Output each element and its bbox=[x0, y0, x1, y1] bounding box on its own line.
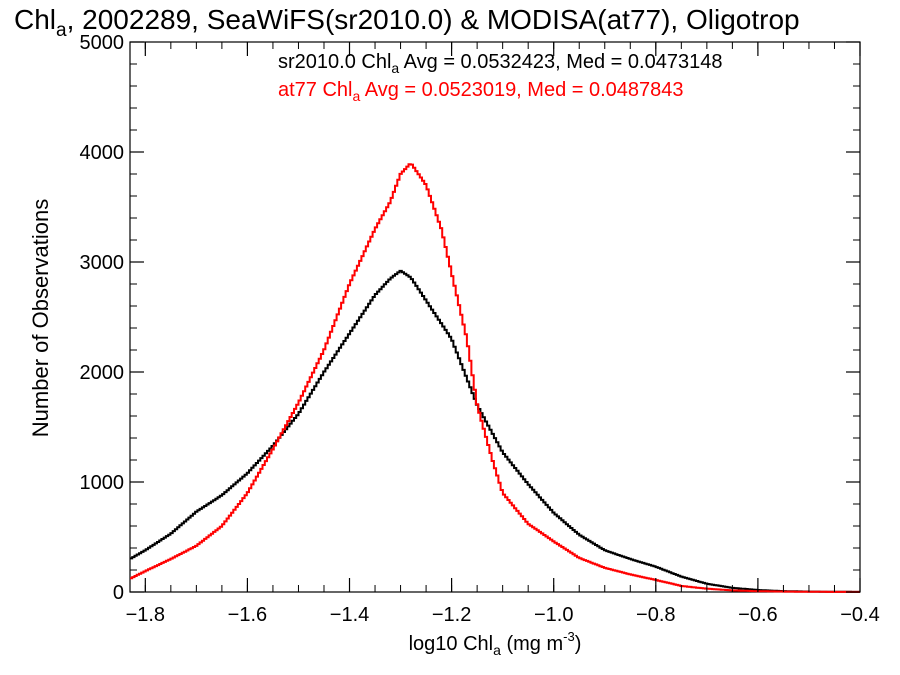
y-tick-label: 2000 bbox=[80, 362, 125, 384]
x-tick-label: −0.4 bbox=[840, 604, 879, 626]
x-axis-label: log10 Chla (mg m-3) bbox=[409, 629, 582, 658]
y-tick-label: 0 bbox=[113, 582, 124, 604]
y-tick-label: 3000 bbox=[80, 252, 125, 274]
plot-area bbox=[129, 41, 861, 593]
x-tick-label: −1.0 bbox=[534, 604, 573, 626]
series-line-sr2010-0 bbox=[130, 269, 860, 593]
series-line-at77 bbox=[130, 163, 860, 593]
plot-frame bbox=[129, 41, 861, 593]
x-tick-label: −1.8 bbox=[126, 604, 165, 626]
y-tick-label: 5000 bbox=[80, 32, 125, 54]
x-tick-label: −0.6 bbox=[738, 604, 777, 626]
x-tick-label: −1.2 bbox=[432, 604, 471, 626]
chart-title: Chla, 2002289, SeaWiFS(sr2010.0) & MODIS… bbox=[14, 4, 800, 41]
series-lines bbox=[130, 163, 860, 593]
x-tick-label: −1.6 bbox=[228, 604, 267, 626]
x-tick-label: −1.4 bbox=[330, 604, 369, 626]
x-tick-label: −0.8 bbox=[636, 604, 675, 626]
legend-series-sr2010: sr2010.0 Chla Avg = 0.0532423, Med = 0.0… bbox=[278, 51, 722, 76]
y-tick-label: 4000 bbox=[80, 142, 125, 164]
y-axis-label: Number of Observations bbox=[28, 199, 53, 437]
axes: −1.8 −1.6 −1.4 −1.2 −1.0 −0.8 −0.6 −0.4 0 1000 200… bbox=[80, 32, 880, 626]
y-tick-label: 1000 bbox=[80, 472, 125, 494]
legend-series-at77: at77 Chla Avg = 0.0523019, Med = 0.04878… bbox=[278, 79, 684, 104]
